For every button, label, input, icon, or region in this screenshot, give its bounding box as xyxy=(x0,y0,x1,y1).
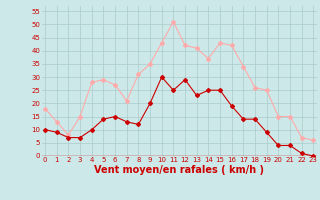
X-axis label: Vent moyen/en rafales ( km/h ): Vent moyen/en rafales ( km/h ) xyxy=(94,165,264,175)
